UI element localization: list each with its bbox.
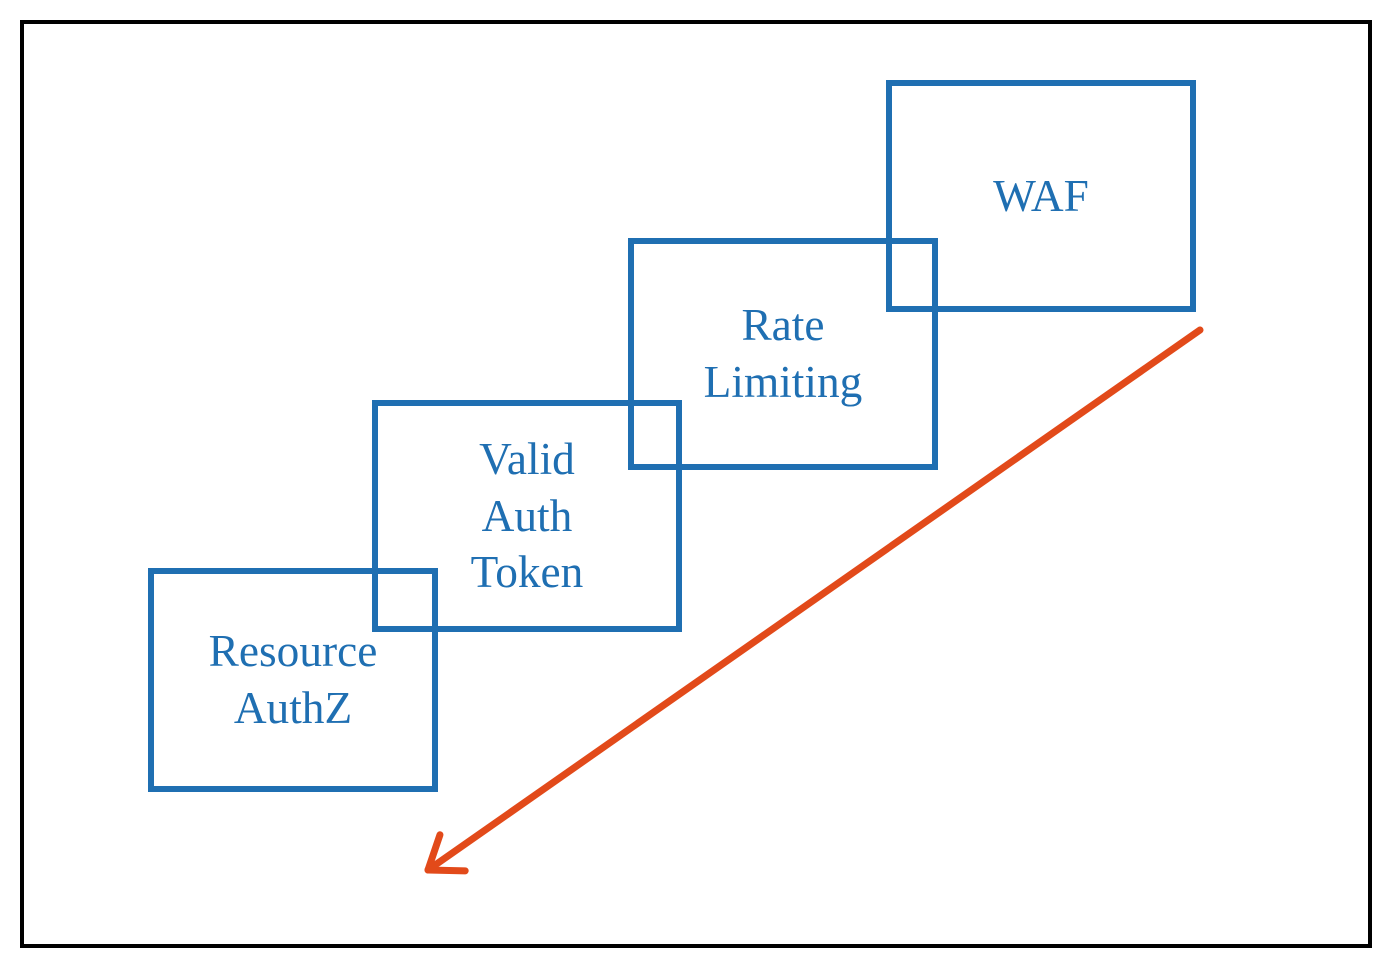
node-label: Valid Auth Token: [471, 431, 584, 601]
node-label: WAF: [993, 168, 1089, 225]
node-label: Resource AuthZ: [209, 623, 378, 736]
node-label: Rate Limiting: [704, 297, 863, 410]
node-resource-authz: Resource AuthZ: [148, 568, 438, 792]
